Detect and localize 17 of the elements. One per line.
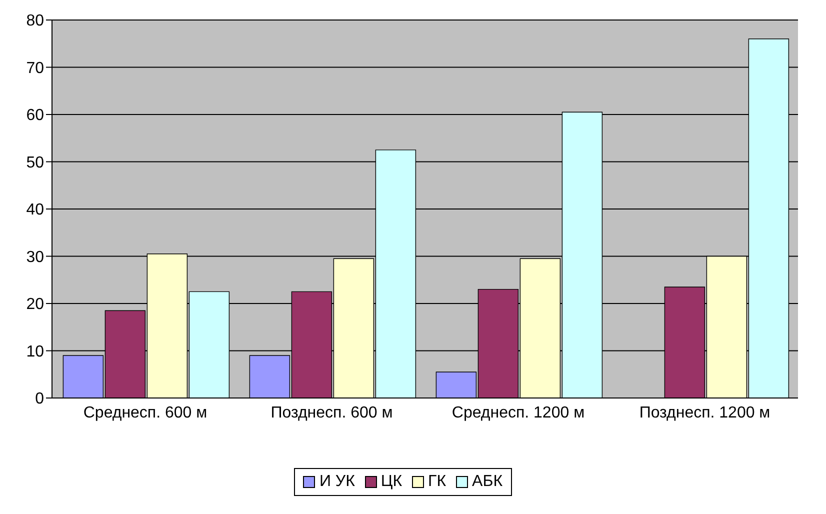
x-tick-label: Среднесп. 600 м [83, 404, 208, 422]
x-tick-label: Позднесп. 1200 м [639, 404, 770, 422]
y-tick-label: 30 [26, 248, 44, 266]
x-tick-label: Позднесп. 600 м [270, 404, 393, 422]
y-tick-label: 20 [26, 296, 44, 314]
legend-label: ГК [427, 473, 446, 491]
y-tick-label: 0 [35, 390, 44, 408]
y-tick-label: 80 [26, 12, 44, 30]
legend-label: ЦК [380, 473, 402, 491]
y-tick-label: 60 [26, 107, 44, 124]
legend-label: И УК [318, 473, 355, 491]
x-tick-label: Среднесп. 1200 м [452, 404, 585, 422]
y-tick-label: 50 [26, 154, 44, 172]
y-tick-label: 10 [26, 343, 44, 360]
y-tick-label: 70 [26, 60, 44, 77]
y-tick-label: 40 [26, 202, 44, 219]
legend-label: АБК [471, 473, 503, 491]
